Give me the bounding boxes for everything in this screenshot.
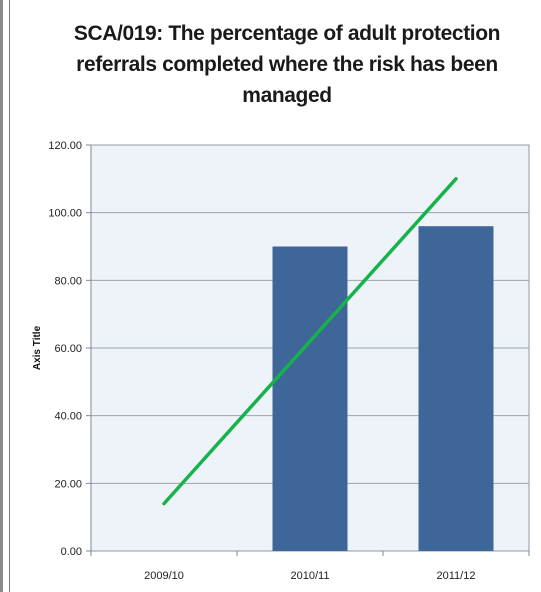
y-axis-title: Axis Title xyxy=(32,325,43,370)
chart-title: SCA/019: The percentage of adult protect… xyxy=(73,22,501,107)
window-edge xyxy=(0,0,3,592)
bar xyxy=(272,246,348,551)
y-tick-label: 40.00 xyxy=(54,411,82,423)
y-tick-label: 100.00 xyxy=(48,208,82,220)
bar xyxy=(418,226,494,551)
y-tick-label: 80.00 xyxy=(54,275,82,287)
trend-line xyxy=(162,177,458,506)
y-tick-label: 120.00 xyxy=(48,140,82,152)
window-divider xyxy=(9,0,10,592)
x-tick-label: 2010/11 xyxy=(291,570,330,582)
y-tick-label: 60.00 xyxy=(54,343,82,355)
y-tick-label: 0.00 xyxy=(61,546,82,558)
x-tick-label: 2011/12 xyxy=(437,570,476,582)
y-tick-label: 20.00 xyxy=(54,478,82,490)
x-tick-label: 2009/10 xyxy=(144,570,184,582)
